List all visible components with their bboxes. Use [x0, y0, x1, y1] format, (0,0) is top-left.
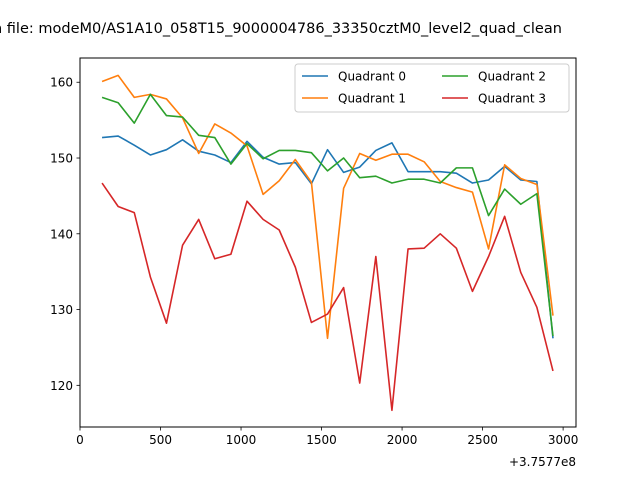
- legend-label-quadrant-3: Quadrant 3: [478, 92, 546, 106]
- x-tick-label: 0: [76, 433, 84, 447]
- x-tick-label: 3000: [548, 433, 579, 447]
- legend-label-quadrant-0: Quadrant 0: [338, 70, 406, 84]
- series-line-quadrant-1: [101, 74, 554, 340]
- series-group: [101, 74, 554, 412]
- x-tick-label: 1500: [306, 433, 337, 447]
- x-tick-label: 500: [149, 433, 172, 447]
- x-axis: 0 500 1000 1500 2000 2500 3000: [76, 427, 578, 447]
- x-tick-label: 2500: [467, 433, 498, 447]
- series-line-quadrant-3: [101, 182, 554, 412]
- chart-title: n file: modeM0/AS1A10_058T15_9000004786_…: [0, 21, 562, 37]
- y-axis: 120 130 140 150 160: [50, 76, 80, 393]
- series-line-quadrant-2: [101, 93, 554, 337]
- y-tick-label: 140: [50, 227, 73, 241]
- y-tick-label: 120: [50, 379, 73, 393]
- legend: Quadrant 0 Quadrant 1 Quadrant 2 Quadrant 3: [294, 63, 570, 113]
- legend-label-quadrant-2: Quadrant 2: [478, 70, 546, 84]
- legend-box: [294, 63, 570, 113]
- y-tick-label: 150: [50, 152, 73, 166]
- legend-label-quadrant-1: Quadrant 1: [338, 92, 406, 106]
- x-offset-label: +3.7577e8: [509, 455, 576, 469]
- plot-frame: [79, 57, 577, 428]
- y-tick-label: 160: [50, 76, 73, 90]
- y-tick-label: 130: [50, 303, 73, 317]
- x-tick-label: 1000: [226, 433, 257, 447]
- x-tick-label: 2000: [387, 433, 418, 447]
